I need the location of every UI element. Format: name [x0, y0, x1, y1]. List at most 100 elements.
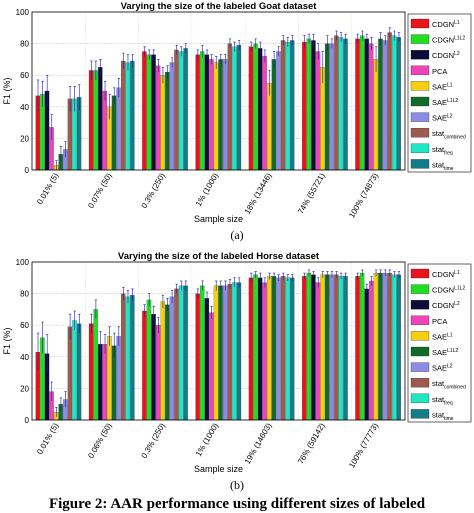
bar [218, 285, 223, 421]
legend-label-base: PCA [432, 317, 447, 326]
legend-label: statfreq [432, 395, 453, 407]
bar [183, 48, 188, 171]
bar [169, 62, 175, 171]
goat-chart-panel: Varying the size of the labeled Goat dat… [0, 0, 474, 250]
legend-label-base: CDGN [432, 36, 454, 45]
legend-swatch [410, 362, 430, 372]
x-tick-label: 74% (55721) [296, 171, 327, 215]
bar [285, 277, 290, 421]
bar [364, 288, 369, 421]
legend-label: statcombined [432, 129, 466, 141]
bar [392, 35, 397, 171]
bar [290, 277, 295, 421]
bar [302, 41, 307, 171]
bar [248, 277, 254, 421]
legend-swatch [410, 81, 430, 91]
bar [320, 274, 325, 421]
y-tick-label: 60 [20, 71, 29, 80]
legend-swatch [410, 268, 430, 279]
bar [253, 274, 258, 421]
bar [155, 65, 161, 171]
bar [102, 90, 108, 171]
bar [93, 70, 98, 171]
bar [329, 43, 334, 171]
legend-label-sup: L1 [454, 270, 460, 276]
bar [267, 276, 272, 421]
legend-label-sub: combined [444, 385, 466, 391]
bar [76, 323, 82, 421]
bar [102, 344, 108, 421]
bar [306, 272, 312, 421]
legend-label-base: stat [432, 395, 445, 404]
legend-label-base: PCA [432, 67, 447, 76]
legend-label: PCA [432, 67, 447, 76]
bar [116, 336, 121, 421]
legend-label: CDGNL1L2 [432, 286, 465, 295]
bar [178, 285, 184, 421]
chart-title: Varying the size of the labeled Goat dat… [121, 1, 318, 12]
bar [88, 323, 94, 421]
legend-label: PCA [432, 317, 447, 326]
y-tick-label: 0 [25, 166, 30, 175]
legend-label: SAEL1 [432, 332, 453, 341]
bar [257, 277, 263, 421]
legend-label: statcombined [432, 379, 466, 391]
legend-label-base: stat [432, 129, 445, 138]
legend-label: CDGNL2 [432, 51, 460, 60]
y-tick-label: 40 [20, 103, 29, 112]
bar [369, 43, 374, 171]
bar [355, 276, 360, 421]
legend-label-sub: time [444, 166, 454, 172]
bar [213, 285, 219, 421]
x-axis-label: Sample size [194, 464, 243, 474]
legend-swatch [410, 315, 430, 325]
legend-label: SAEL1 [432, 82, 453, 91]
bar [369, 280, 374, 421]
bar [151, 54, 156, 171]
bar [334, 274, 339, 421]
legend-label-sup: L1L2 [447, 348, 458, 354]
bar [174, 49, 179, 171]
legend-label-base: SAE [432, 364, 447, 373]
bar [160, 75, 165, 171]
bar [155, 325, 161, 421]
bar [130, 60, 135, 171]
bar [324, 43, 330, 171]
bar [169, 296, 175, 421]
legend-swatch [410, 96, 430, 107]
bar [120, 60, 126, 171]
legend-swatch [410, 50, 430, 60]
bar [267, 82, 272, 171]
y-tick-label: 60 [20, 321, 29, 330]
bar [98, 67, 103, 171]
bar [290, 40, 295, 171]
legend-swatch [410, 393, 430, 403]
legend-label-sup: L1 [447, 82, 453, 88]
bar [165, 71, 170, 171]
bar [302, 276, 307, 421]
bar [382, 272, 388, 421]
x-tick-label: 1% (1000) [194, 421, 220, 458]
legend-label-sup: L1L2 [454, 286, 465, 292]
bar [213, 62, 219, 171]
bar [253, 43, 258, 171]
legend-label-sup: L1L2 [454, 36, 465, 42]
y-tick-label: 40 [20, 353, 29, 362]
bar [306, 38, 312, 171]
x-tick-label: 18% (13446) [243, 171, 274, 215]
bar [200, 51, 205, 171]
bar [248, 46, 254, 171]
subfigure-label-a: (a) [230, 228, 244, 242]
legend-swatch [410, 143, 430, 153]
legend-label-sup: L2 [447, 114, 453, 120]
legend-label-base: SAE [432, 114, 447, 123]
x-tick-label: 100% (77773) [347, 421, 380, 469]
y-tick-label: 80 [20, 290, 29, 299]
subfigure-label-b: (b) [230, 478, 244, 492]
bar [315, 282, 321, 421]
y-tick-label: 20 [20, 134, 29, 143]
y-axis-label: F1 (%) [2, 77, 12, 104]
legend-label-base: CDGN [432, 286, 454, 295]
bar [311, 274, 316, 421]
horse-chart-panel: Varying the size of the labeled Horse da… [0, 250, 474, 500]
